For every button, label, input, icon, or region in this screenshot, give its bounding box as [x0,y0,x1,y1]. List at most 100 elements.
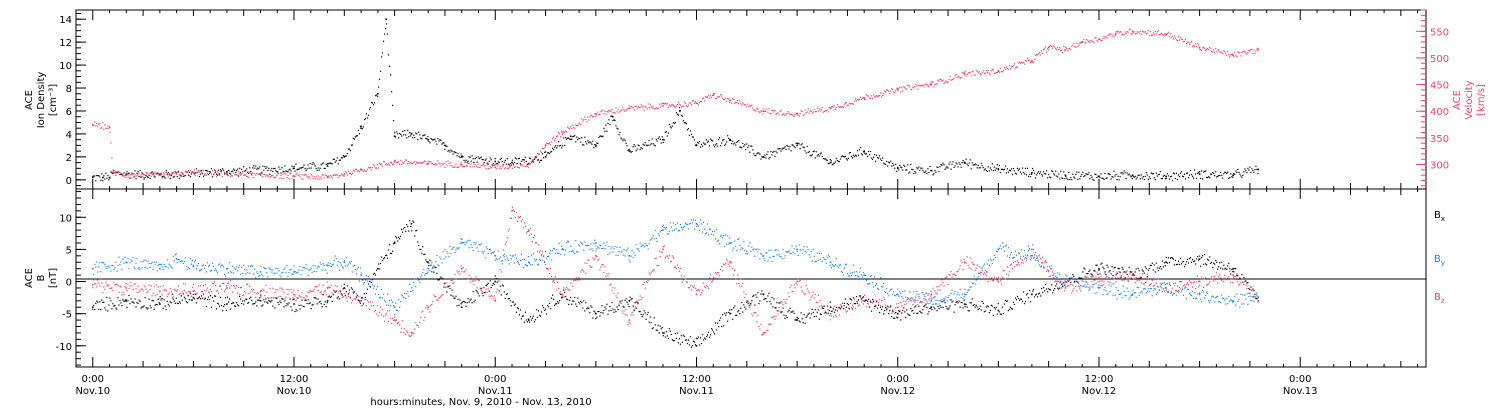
data-point [748,145,750,147]
data-point [432,139,434,141]
data-point [546,152,549,154]
data-point [679,343,681,345]
data-point [929,84,931,86]
data-point [525,319,528,321]
data-point [833,162,835,164]
legend-bz-sub: z [1441,297,1445,305]
data-point [1165,177,1167,179]
data-point [219,170,222,172]
data-point [926,84,928,86]
data-point [1196,172,1199,174]
data-point [837,106,839,108]
data-point [883,313,885,315]
data-point [128,174,130,176]
data-point [795,112,797,115]
data-point [1028,173,1031,175]
data-point [931,81,933,83]
data-point [750,250,752,252]
data-point [314,297,316,299]
data-point [367,114,370,116]
data-point [810,313,812,315]
data-point [841,105,843,108]
data-point [378,297,381,299]
data-point [859,146,862,149]
data-point [1006,67,1009,69]
data-point [844,102,847,104]
data-point [438,265,440,267]
data-point [125,261,127,263]
data-point [1133,176,1135,178]
data-point [815,315,817,317]
data-point [141,172,143,174]
data-point [690,133,693,135]
data-point [701,145,704,147]
data-point [255,301,257,303]
data-point [422,271,424,274]
data-point [865,299,868,301]
data-point [306,168,308,170]
data-point [800,250,802,252]
data-point [720,235,722,237]
data-point [202,264,205,266]
data-point [275,297,277,299]
data-point [307,177,309,179]
data-point [658,136,660,138]
data-point [439,277,441,280]
data-point [276,174,278,177]
data-point [513,262,515,264]
data-point [1196,255,1199,258]
data-point [587,140,589,142]
data-point [729,101,731,104]
data-point [260,172,262,174]
data-point [1082,41,1084,43]
data-point [729,309,731,311]
data-point [1161,260,1163,262]
data-point [450,252,452,255]
data-point [596,316,598,318]
data-point [279,300,281,302]
data-point [1054,287,1056,290]
data-point [259,172,261,175]
data-point [400,235,402,237]
data-point [772,151,774,153]
data-point [214,268,217,270]
data-point [403,134,405,136]
data-point [752,149,754,151]
data-point [1014,172,1017,175]
data-point [446,145,448,148]
data-point [514,157,516,159]
data-point [354,136,356,138]
data-point [1129,175,1131,177]
data-point [1231,176,1233,178]
data-point [182,175,184,177]
data-point [556,249,558,251]
data-point [118,171,120,173]
data-point [403,296,405,299]
data-point [851,103,854,105]
data-point [592,250,594,252]
data-point [249,171,251,173]
data-point [745,104,747,106]
data-point [268,167,270,169]
data-point [1032,169,1035,171]
data-point [477,250,479,252]
data-point [781,114,783,116]
data-point [552,249,554,252]
data-point [470,244,472,246]
data-point [624,299,626,302]
data-point [437,279,439,281]
data-point [1248,287,1250,290]
data-point [148,262,150,265]
data-point [544,151,547,153]
data-point [732,140,734,142]
data-point [483,165,485,167]
data-point [678,229,680,231]
data-point [737,238,739,241]
data-point [827,162,829,165]
data-point [170,173,172,176]
data-point [1000,168,1002,171]
data-point [448,256,450,258]
data-point [1045,283,1047,286]
data-point [435,267,437,269]
data-point [986,305,988,307]
